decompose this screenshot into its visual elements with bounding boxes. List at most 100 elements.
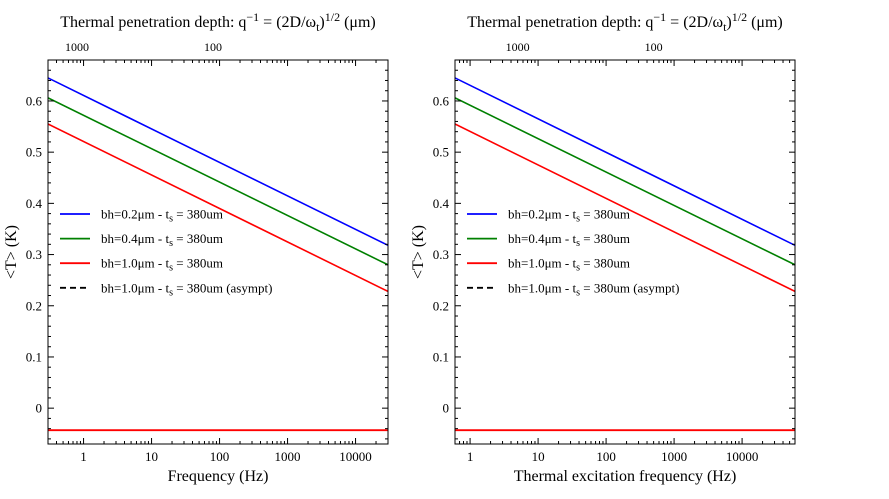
legend-text: bh=1.0μm - t xyxy=(101,280,169,295)
title-superscript: −1 xyxy=(653,10,666,24)
title-superscript: 1/2 xyxy=(325,10,340,24)
legend-text: bh=1.0μm - t xyxy=(508,256,576,271)
y-ticks xyxy=(455,59,795,440)
legend-text: = 380um (asympt) xyxy=(580,280,679,295)
legend-text: bh=0.4μm - t xyxy=(101,231,169,246)
x-tick-label: 10000 xyxy=(339,449,372,464)
top-axis-tick-label: 1000 xyxy=(506,40,530,54)
legend-subscript: s xyxy=(169,287,173,298)
x-tick-label: 1 xyxy=(467,449,474,464)
legend-subscript: s xyxy=(576,263,580,274)
legend-text: = 380um xyxy=(580,256,630,271)
title-text: Thermal penetration depth: q xyxy=(60,14,246,31)
x-tick-label: 100 xyxy=(210,449,230,464)
x-tick-label: 10 xyxy=(532,449,545,464)
series-line-3 xyxy=(455,123,795,293)
legend-entry-3: bh=1.0μm - ts = 380um xyxy=(508,256,630,274)
title-text: ) xyxy=(319,14,324,31)
y-tick-label: 0.1 xyxy=(433,349,449,364)
x-axis-label: Thermal excitation frequency (Hz) xyxy=(514,468,737,485)
plot-frame xyxy=(454,59,796,445)
y-tick-label: 0 xyxy=(443,401,450,416)
top-axis-tick-label: 100 xyxy=(645,40,663,54)
y-tick-label: 0.5 xyxy=(433,145,449,160)
x-tick-label: 10 xyxy=(145,449,158,464)
y-tick-label: 0.6 xyxy=(26,93,43,108)
y-tick-label: 0.3 xyxy=(26,247,42,262)
plot-frame xyxy=(47,59,389,445)
legend-entry-4: bh=1.0μm - ts = 380um (asympt) xyxy=(101,280,272,298)
legend-subscript: s xyxy=(169,263,173,274)
legend-text: bh=0.2μm - t xyxy=(101,207,169,222)
y-axis-label: <T> (K) xyxy=(3,225,20,279)
chart-panel-2: 1 10 100 1000 10000 0 0.1 0.2 0.3 0.4 0.5 0.6 1000 10… xyxy=(410,10,796,485)
chart-panel-1: 1 10 100 1000 10000 0 0.1 0.2 0.3 0.4 0.5 0.6 1000 10… xyxy=(3,10,389,485)
legend-entry-3: bh=1.0μm - ts = 380um xyxy=(101,256,223,274)
title-subscript: t xyxy=(723,20,727,34)
legend-entry-1: bh=0.2μm - ts = 380um xyxy=(508,207,630,225)
plot-lines xyxy=(455,77,795,432)
x-ticks xyxy=(47,60,389,444)
legend-text: = 380um xyxy=(173,256,223,271)
legend-text: bh=0.2μm - t xyxy=(508,207,576,222)
legend-subscript: s xyxy=(169,238,173,249)
y-tick-label: 0.2 xyxy=(433,298,449,313)
y-tick-label: 0.3 xyxy=(433,247,449,262)
title-text: ) xyxy=(726,14,731,31)
legend-subscript: s xyxy=(576,238,580,249)
legend-entry-4: bh=1.0μm - ts = 380um (asympt) xyxy=(508,280,679,298)
legend-entry-1: bh=0.2μm - ts = 380um xyxy=(101,207,223,225)
title-subscript: t xyxy=(316,20,320,34)
y-tick-label: 0.5 xyxy=(26,145,42,160)
legend-text: bh=1.0μm - t xyxy=(508,280,576,295)
y-axis-label: <T> (K) xyxy=(410,225,427,279)
legend-text: = 380um (asympt) xyxy=(173,280,272,295)
series-line-3 xyxy=(48,123,388,293)
chart-title: Thermal penetration depth: q−1 = (2D/ωt)… xyxy=(60,10,376,34)
title-superscript: −1 xyxy=(246,10,259,24)
title-text: (μm) xyxy=(340,14,376,31)
y-ticks xyxy=(48,59,388,440)
legend-subscript: s xyxy=(169,214,173,225)
series-line-2 xyxy=(455,97,795,266)
y-tick-label: 0.1 xyxy=(26,349,42,364)
legend-text: = 380um xyxy=(580,207,630,222)
y-tick-label: 0.2 xyxy=(26,298,42,313)
legend-text: bh=1.0μm - t xyxy=(101,256,169,271)
y-tick-label: 0.4 xyxy=(433,196,450,211)
title-text: (μm) xyxy=(747,14,783,31)
y-tick-label: 0.6 xyxy=(433,93,450,108)
x-tick-label: 1000 xyxy=(275,449,301,464)
top-axis-tick-label: 100 xyxy=(204,40,222,54)
series-line-1 xyxy=(48,77,388,247)
legend-text: = 380um xyxy=(173,207,223,222)
title-text: = (2D/ω xyxy=(259,14,316,31)
legend-subscript: s xyxy=(576,214,580,225)
legend-subscript: s xyxy=(576,287,580,298)
x-tick-label: 1000 xyxy=(661,449,687,464)
plot-lines xyxy=(48,77,388,432)
series-line-1 xyxy=(455,77,795,247)
title-text: Thermal penetration depth: q xyxy=(467,14,653,31)
y-tick-label: 0.4 xyxy=(26,196,43,211)
legend-entry-2: bh=0.4μm - ts = 380um xyxy=(508,231,630,249)
x-tick-label: 100 xyxy=(596,449,616,464)
y-tick-label: 0 xyxy=(36,401,43,416)
title-superscript: 1/2 xyxy=(732,10,747,24)
series-line-2 xyxy=(48,97,388,266)
title-text: = (2D/ω xyxy=(666,14,723,31)
x-ticks xyxy=(454,60,796,444)
top-axis-tick-label: 1000 xyxy=(65,40,89,54)
legend-text: bh=0.4μm - t xyxy=(508,231,576,246)
x-axis-label: Frequency (Hz) xyxy=(168,468,269,485)
chart-title: Thermal penetration depth: q−1 = (2D/ωt)… xyxy=(467,10,783,34)
x-tick-label: 1 xyxy=(80,449,87,464)
legend-text: = 380um xyxy=(173,231,223,246)
legend-text: = 380um xyxy=(580,231,630,246)
x-tick-label: 10000 xyxy=(726,449,759,464)
legend-entry-2: bh=0.4μm - ts = 380um xyxy=(101,231,223,249)
